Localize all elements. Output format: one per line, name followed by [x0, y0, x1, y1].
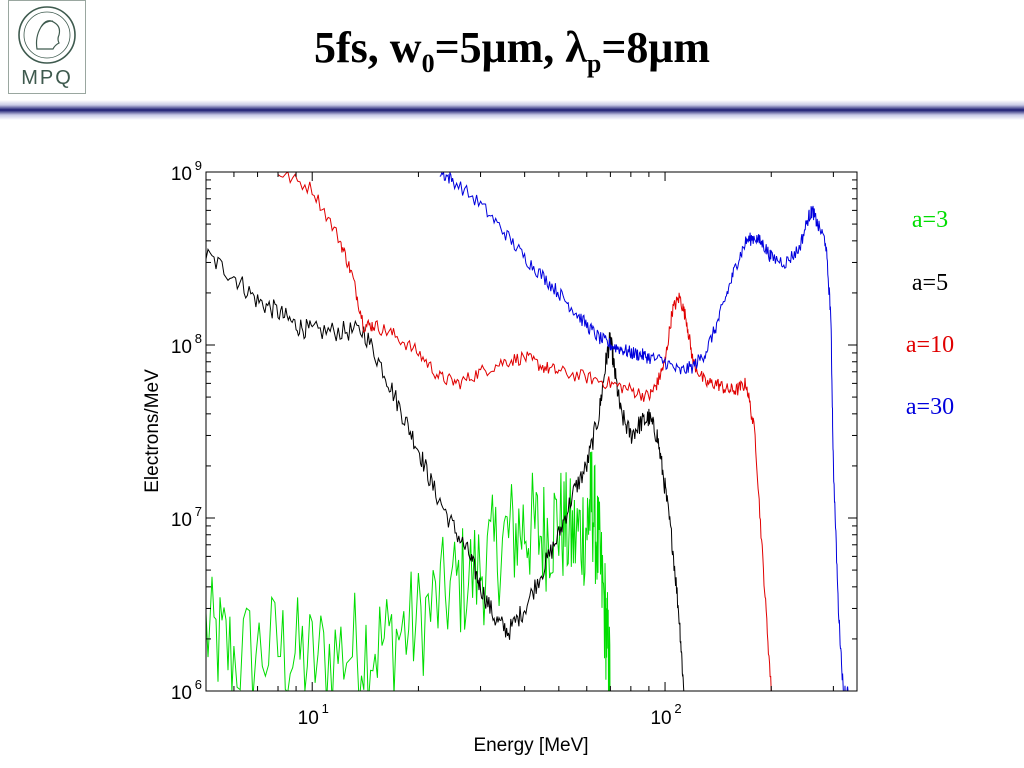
- logo-text: MPQ: [21, 67, 73, 89]
- header-divider-bar: [0, 100, 1024, 120]
- title-sub-p: p: [586, 48, 602, 78]
- x-tick-label: 10: [298, 708, 319, 729]
- x-axis-label: Energy [MeV]: [473, 735, 588, 756]
- y-tick-label: 10: [171, 164, 192, 185]
- y-tick-exponent: 8: [195, 331, 202, 346]
- legend-a5: a=5: [911, 270, 949, 296]
- series-layer: [206, 172, 849, 691]
- y-axis-label: Electrons/MeV: [142, 369, 163, 493]
- y-tick-exponent: 9: [195, 158, 202, 173]
- y-tick-exponent: 6: [195, 677, 202, 692]
- title-end: =8μm: [601, 23, 710, 72]
- y-tick-label: 10: [171, 337, 192, 358]
- series-line-a5: [206, 247, 685, 691]
- x-tick-exponent: 1: [322, 701, 329, 716]
- series-line-a10: [277, 172, 772, 691]
- series-line-a3: [206, 451, 611, 691]
- x-tick-label: 10: [650, 708, 671, 729]
- mpq-logo: MPQ: [8, 0, 86, 94]
- plot-frame: [205, 171, 858, 692]
- x-tick-exponent: 2: [674, 701, 681, 716]
- y-tick-exponent: 7: [195, 504, 202, 519]
- series-line-a30: [439, 172, 849, 691]
- legend-a10: a=10: [905, 332, 955, 358]
- title-sub-0: 0: [421, 48, 435, 78]
- title-main: 5fs, w: [314, 23, 422, 72]
- slide-title: 5fs, w0=5μm, λp=8μm: [0, 22, 1024, 79]
- axis-layer: 10 1 10 210 610 710 810 9: [171, 158, 857, 729]
- legend-a3: a=3: [911, 207, 949, 233]
- legend-a30: a=30: [905, 394, 955, 420]
- y-tick-label: 10: [171, 683, 192, 704]
- minerva-emblem-icon: [18, 6, 76, 64]
- title-mid: =5μm, λ: [434, 23, 587, 72]
- y-tick-label: 10: [171, 510, 192, 531]
